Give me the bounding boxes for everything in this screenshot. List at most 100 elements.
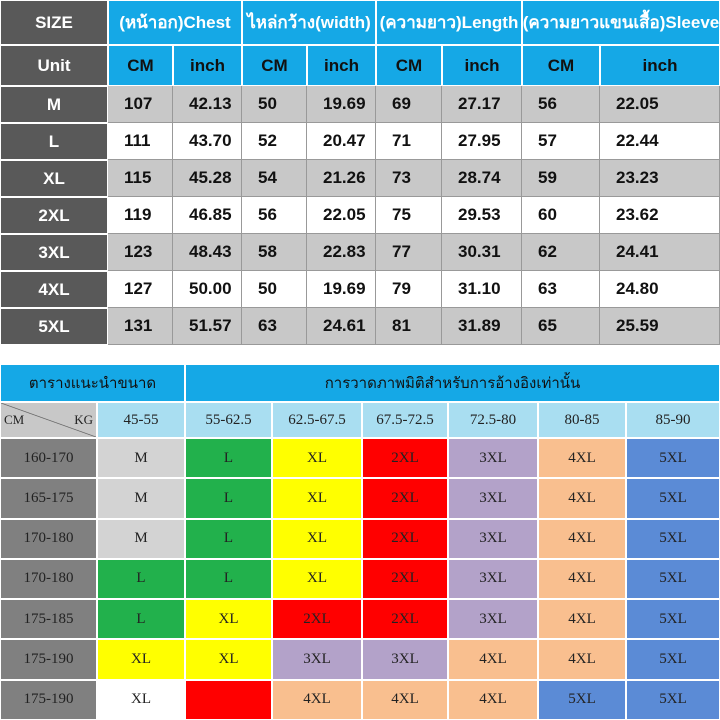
measure-value: 56 (242, 197, 307, 234)
measure-value: 79 (376, 271, 442, 308)
measure-value: 43.70 (173, 123, 242, 160)
size-cell: 2XL (272, 599, 362, 640)
size-cell: M (97, 438, 185, 479)
measure-value: 20.47 (307, 123, 376, 160)
size-cell: 4XL (448, 679, 538, 720)
size-cell: 3XL (448, 518, 538, 559)
measure-header: (หน้าอก)Chest (108, 0, 242, 45)
size-label: XL (0, 160, 108, 197)
measure-value: 57 (522, 123, 600, 160)
measure-value: 46.85 (173, 197, 242, 234)
weight-range: 80-85 (538, 402, 626, 438)
measure-value: 73 (376, 160, 442, 197)
size-cell: 5XL (626, 478, 720, 519)
measure-value: 21.26 (307, 160, 376, 197)
corner-cell: CM KG (0, 402, 97, 438)
measure-value: 24.41 (600, 234, 720, 271)
size-cell: M (97, 518, 185, 559)
measure-value: 107 (108, 86, 173, 123)
reference-title: การวาดภาพมิติสำหรับการอ้างอิงเท่านั้น (185, 364, 720, 402)
weight-range: 45-55 (97, 402, 185, 438)
measure-value: 65 (522, 308, 600, 345)
measure-value: 60 (522, 197, 600, 234)
size-cell: 3XL (448, 478, 538, 519)
size-cell: XL (272, 558, 362, 600)
size-cell: 2XL (362, 518, 448, 559)
height-range: 170-180 (0, 558, 97, 600)
measure-value: 22.05 (600, 86, 720, 123)
size-cell: 2XL (362, 599, 448, 640)
unit-label: Unit (0, 45, 108, 86)
measure-value: 69 (376, 86, 442, 123)
height-range: 175-190 (0, 679, 97, 720)
measure-value: 48.43 (173, 234, 242, 271)
size-cell: M (97, 478, 185, 519)
size-cell: XL (97, 679, 185, 720)
measure-value: 24.80 (600, 271, 720, 308)
size-cell: 5XL (626, 438, 720, 479)
size-label: L (0, 123, 108, 160)
weight-range: 55-62.5 (185, 402, 272, 438)
measure-value: 22.83 (307, 234, 376, 271)
size-label: 5XL (0, 308, 108, 345)
measure-value: 50 (242, 271, 307, 308)
measure-value: 23.62 (600, 197, 720, 234)
measure-value: 54 (242, 160, 307, 197)
size-cell: XL (185, 599, 272, 640)
measure-value: 25.59 (600, 308, 720, 345)
measure-value: 27.95 (442, 123, 522, 160)
size-cell: 2XL (362, 438, 448, 479)
size-cell: 3XL (448, 438, 538, 479)
measure-header: (ความยาว)Length (376, 0, 522, 45)
size-cell: 4XL (538, 558, 626, 600)
measure-value: 19.69 (307, 86, 376, 123)
measure-value: 29.53 (442, 197, 522, 234)
measure-value: 31.89 (442, 308, 522, 345)
unit-cell: inch (442, 45, 522, 86)
size-cell: 2XL (362, 478, 448, 519)
measure-value: 127 (108, 271, 173, 308)
measure-value: 22.44 (600, 123, 720, 160)
size-cell: 4XL (538, 438, 626, 479)
size-cell: 4XL (538, 639, 626, 680)
measure-header: ไหล่กว้าง(width) (242, 0, 376, 45)
size-cell: L (185, 438, 272, 479)
measure-value: 71 (376, 123, 442, 160)
size-cell: XL (272, 518, 362, 559)
size-cell: 4XL (448, 639, 538, 680)
weight-range: 72.5-80 (448, 402, 538, 438)
size-cell: L (185, 518, 272, 559)
measure-value: 81 (376, 308, 442, 345)
height-range: 175-185 (0, 599, 97, 640)
size-cell: L (97, 599, 185, 640)
measure-value: 45.28 (173, 160, 242, 197)
size-cell: L (97, 558, 185, 600)
measure-value: 50 (242, 86, 307, 123)
size-cell: L (185, 478, 272, 519)
size-cell: 3XL (448, 558, 538, 600)
measure-value: 30.31 (442, 234, 522, 271)
size-cell: 4XL (272, 679, 362, 720)
unit-cell: inch (600, 45, 720, 86)
measure-header: (ความยาวแขนเสื้อ)Sleeve (522, 0, 720, 45)
size-cell: 5XL (626, 599, 720, 640)
size-cell: L (185, 558, 272, 600)
measure-value: 131 (108, 308, 173, 345)
measure-value: 22.05 (307, 197, 376, 234)
size-cell: XL (272, 478, 362, 519)
size-cell: 5XL (626, 558, 720, 600)
unit-cell: CM (108, 45, 173, 86)
measure-value: 59 (522, 160, 600, 197)
size-cell: 5XL (626, 518, 720, 559)
measure-value: 23.23 (600, 160, 720, 197)
measure-value: 115 (108, 160, 173, 197)
weight-range: 67.5-72.5 (362, 402, 448, 438)
unit-cell: CM (522, 45, 600, 86)
measure-value: 119 (108, 197, 173, 234)
size-cell: XL (185, 639, 272, 680)
size-cell (185, 679, 272, 720)
recommend-title: ตารางแนะนำขนาด (0, 364, 185, 402)
corner-kg: KG (74, 412, 93, 427)
size-cell: XL (97, 639, 185, 680)
